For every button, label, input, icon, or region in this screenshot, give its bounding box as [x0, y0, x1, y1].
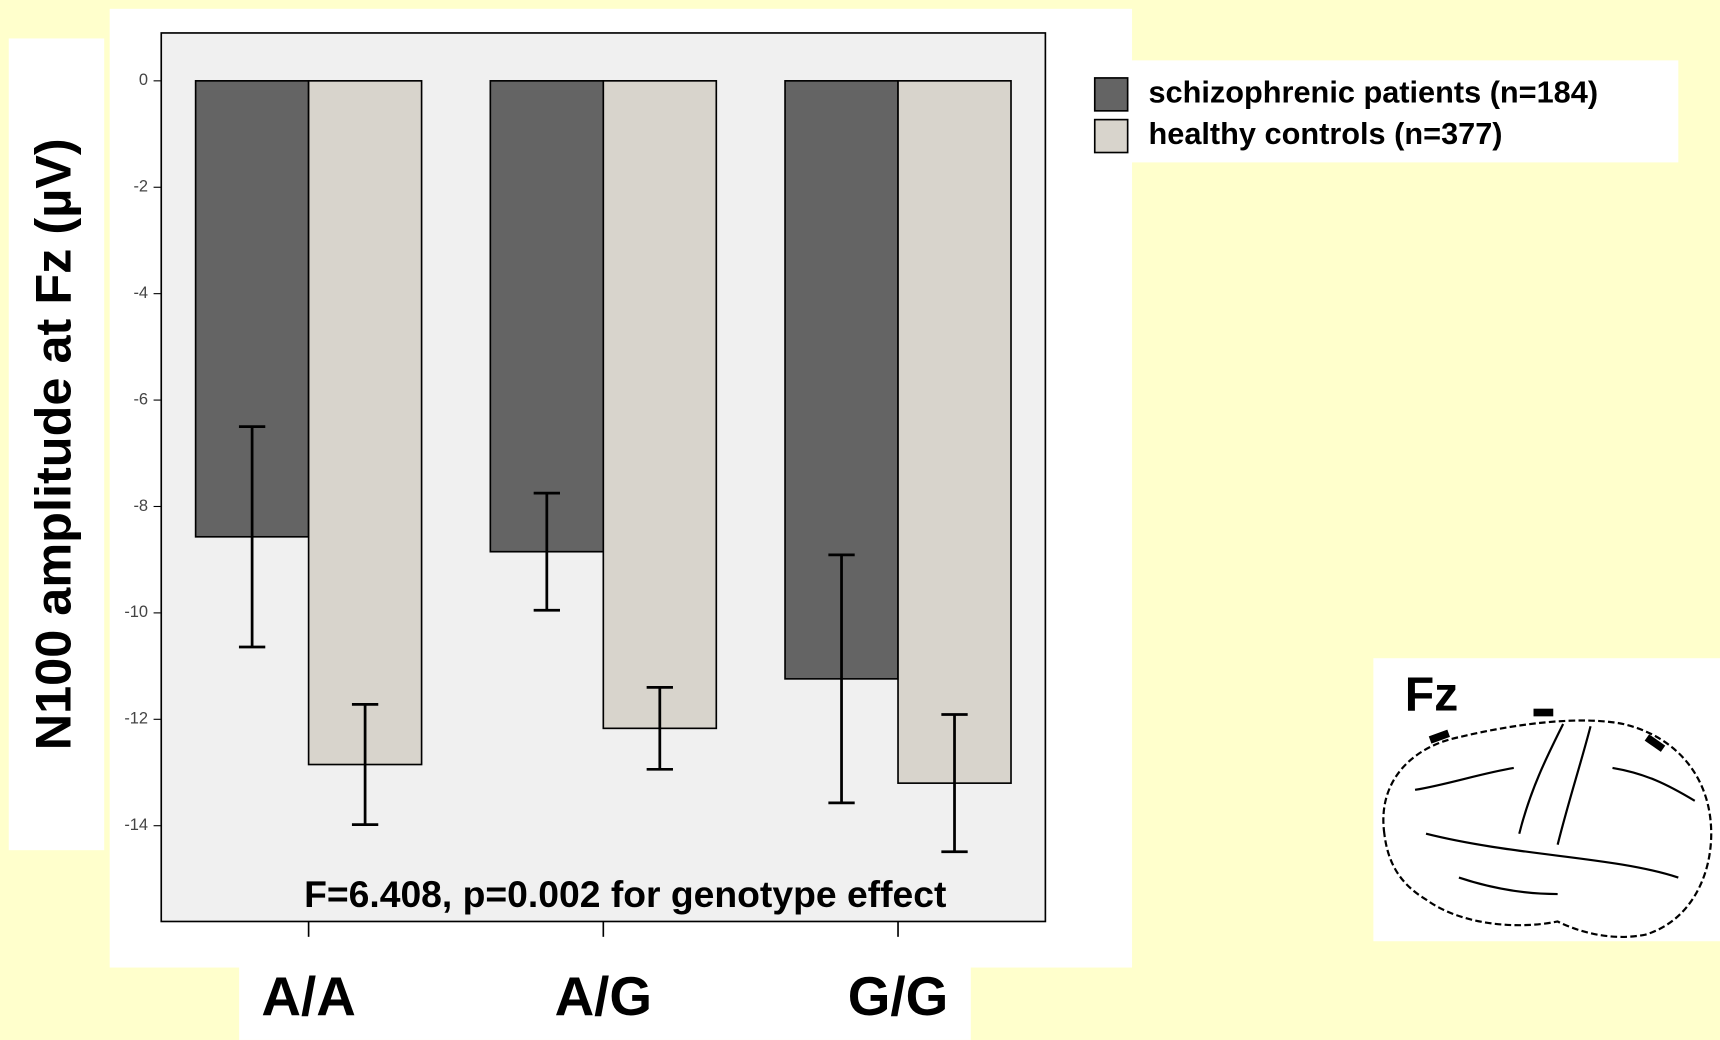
bar: [602, 80, 718, 730]
electrode: [1428, 729, 1450, 744]
error-bar: [351, 703, 379, 827]
legend-label: schizophrenic patients (n=184): [1148, 74, 1598, 109]
bar: [897, 80, 1012, 784]
x-tick-label: G/G: [848, 965, 949, 1027]
annotation: F=6.408, p=0.002 for genotype effect: [304, 873, 946, 915]
y-tick-label: -4: [133, 284, 148, 302]
x-tick-label: A/G: [555, 965, 652, 1027]
y-tick-label: -14: [124, 816, 148, 834]
legend-swatch: [1093, 77, 1129, 112]
y-tick-label: 0: [139, 71, 148, 89]
brain-sulci: [1414, 723, 1696, 896]
y-tick-label: -2: [133, 178, 148, 196]
y-tick-label: -6: [133, 390, 148, 408]
bar: [307, 80, 423, 766]
brain-outline: [1382, 719, 1713, 938]
y-axis-label: N100 amplitude at Fz (µV): [24, 138, 81, 750]
legend-box: [1085, 60, 1679, 163]
error-bar: [646, 686, 673, 771]
x-label-box: [239, 965, 971, 1040]
y-label-box: [8, 38, 105, 851]
bar: [489, 80, 605, 553]
y-tick-label: -8: [133, 497, 148, 515]
brain-inset: Fz: [1373, 658, 1720, 942]
x-tick-label: A/A: [261, 965, 355, 1027]
y-tick-label: -12: [124, 710, 148, 728]
legend-swatch: [1093, 118, 1129, 154]
error-bar: [533, 491, 560, 612]
error-bar: [941, 713, 968, 854]
error-bar: [238, 425, 266, 649]
legend-label: healthy controls (n=377): [1148, 116, 1502, 151]
electrode: [1533, 708, 1554, 717]
electrode: [1644, 734, 1666, 752]
y-tick-label: -10: [124, 603, 148, 621]
error-bar: [828, 553, 855, 805]
inset-label: Fz: [1405, 667, 1459, 721]
